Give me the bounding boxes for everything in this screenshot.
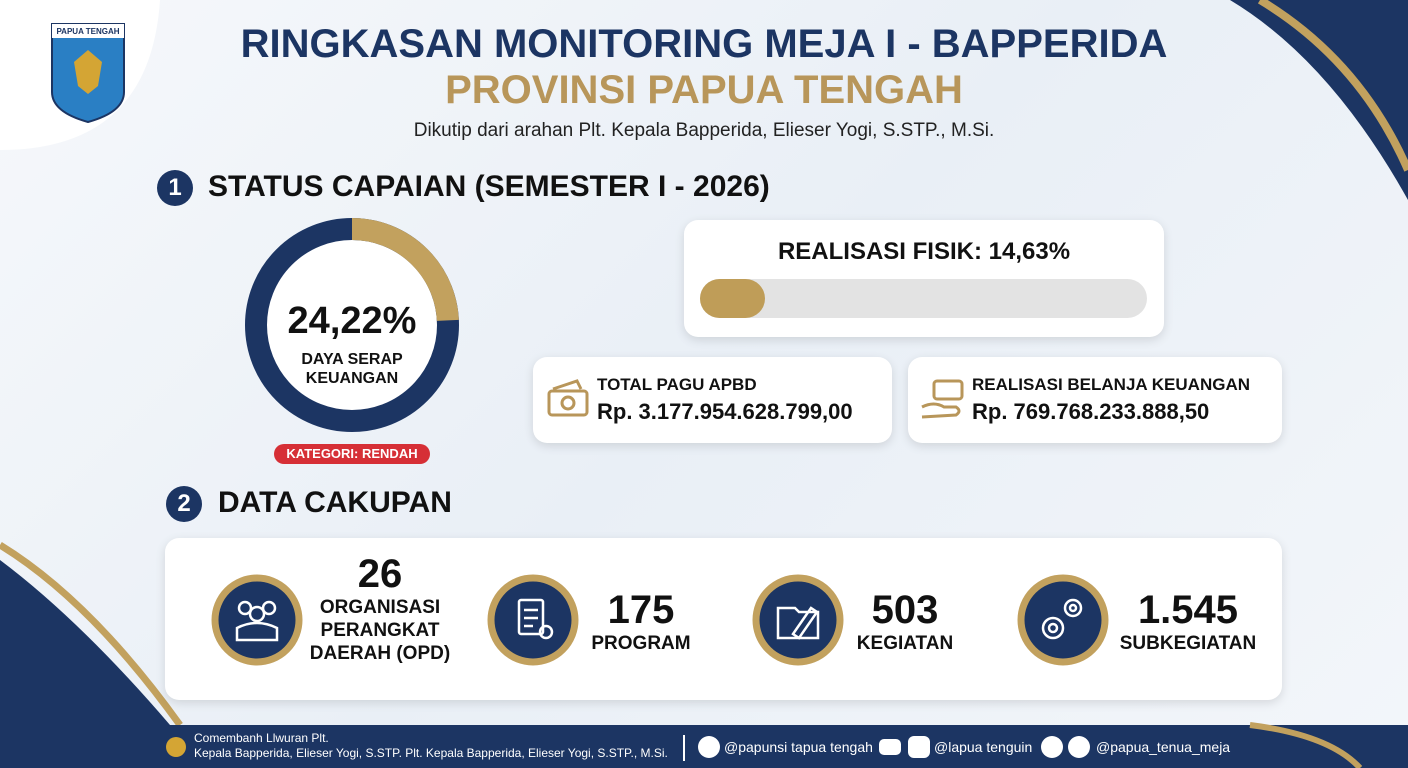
- footer-emblem: [166, 737, 186, 757]
- section-title: STATUS CAPAIAN (SEMESTER I - 2026): [208, 170, 770, 203]
- belanja-card: REALISASI BELANJA KEUANGAN Rp. 769.768.2…: [908, 357, 1282, 443]
- fisik-label: REALISASI FISIK:: [777, 238, 982, 265]
- stat-value: 503: [871, 588, 939, 632]
- stat-label: ORGANISASI PERANGKAT DAERAH (OPD): [309, 597, 451, 664]
- section-title: DATA CAKUPAN: [218, 486, 452, 519]
- progress-fill: [700, 279, 766, 318]
- stat-value: 175: [607, 588, 675, 632]
- footer-line2: Kepala Bapperida, Elieser Yogi, S.STP. P…: [194, 746, 668, 760]
- donut: [245, 218, 459, 432]
- category-badge: KATEGORI: RENDAH: [274, 444, 430, 464]
- logo: PAPUA TENGAH: [51, 23, 125, 124]
- stat-value: 1.545: [1137, 588, 1239, 632]
- progress-track: [700, 279, 1147, 318]
- donut-value: 24,22%: [287, 300, 417, 342]
- fisik-card: REALISASI FISIK: 14,63%: [684, 220, 1164, 337]
- stat-value: 26: [357, 552, 403, 596]
- stat-label: PROGRAM: [591, 633, 691, 654]
- donut-caption: DAYA SERAP KEUANGAN: [301, 351, 403, 387]
- stat-label: SUBKEGIATAN: [1119, 633, 1257, 654]
- tiktok-handle: @papua_tenua_meja: [1096, 739, 1231, 755]
- quote: Dikutip dari arahan Plt. Kepala Bapperid…: [413, 120, 995, 141]
- subtitle: PROVINSI PAPUA TENGAH: [445, 68, 963, 112]
- twitter-handle: @papunsi tapua tengah: [724, 739, 873, 755]
- footer-line1: Comembanh Llwuran Plt.: [194, 731, 329, 745]
- money-icon: [547, 379, 589, 417]
- fisik-value: 14,63%: [988, 238, 1071, 265]
- social-icons: [698, 736, 1090, 758]
- hand-money-icon: [921, 379, 964, 419]
- stat-label: KEGIATAN: [856, 633, 954, 654]
- pagu-title: TOTAL PAGU APBD: [597, 375, 757, 394]
- cakupan-icons: [211, 574, 1109, 666]
- title: RINGKASAN MONITORING MEJA I - BAPPERIDA: [240, 22, 1168, 66]
- logo-text: PAPUA TENGAH: [56, 27, 119, 36]
- section-number: 1: [157, 170, 193, 206]
- belanja-title: REALISASI BELANJA KEUANGAN: [972, 375, 1251, 394]
- pagu-card: TOTAL PAGU APBD Rp. 3.177.954.628.799,00: [533, 357, 892, 443]
- instagram-handle: @lapua tenguin: [934, 739, 1033, 755]
- belanja-amount: Rp. 769.768.233.888,50: [972, 399, 1210, 424]
- donut-arc: [245, 218, 459, 432]
- section-number: 2: [166, 486, 202, 522]
- pagu-amount: Rp. 3.177.954.628.799,00: [597, 399, 853, 424]
